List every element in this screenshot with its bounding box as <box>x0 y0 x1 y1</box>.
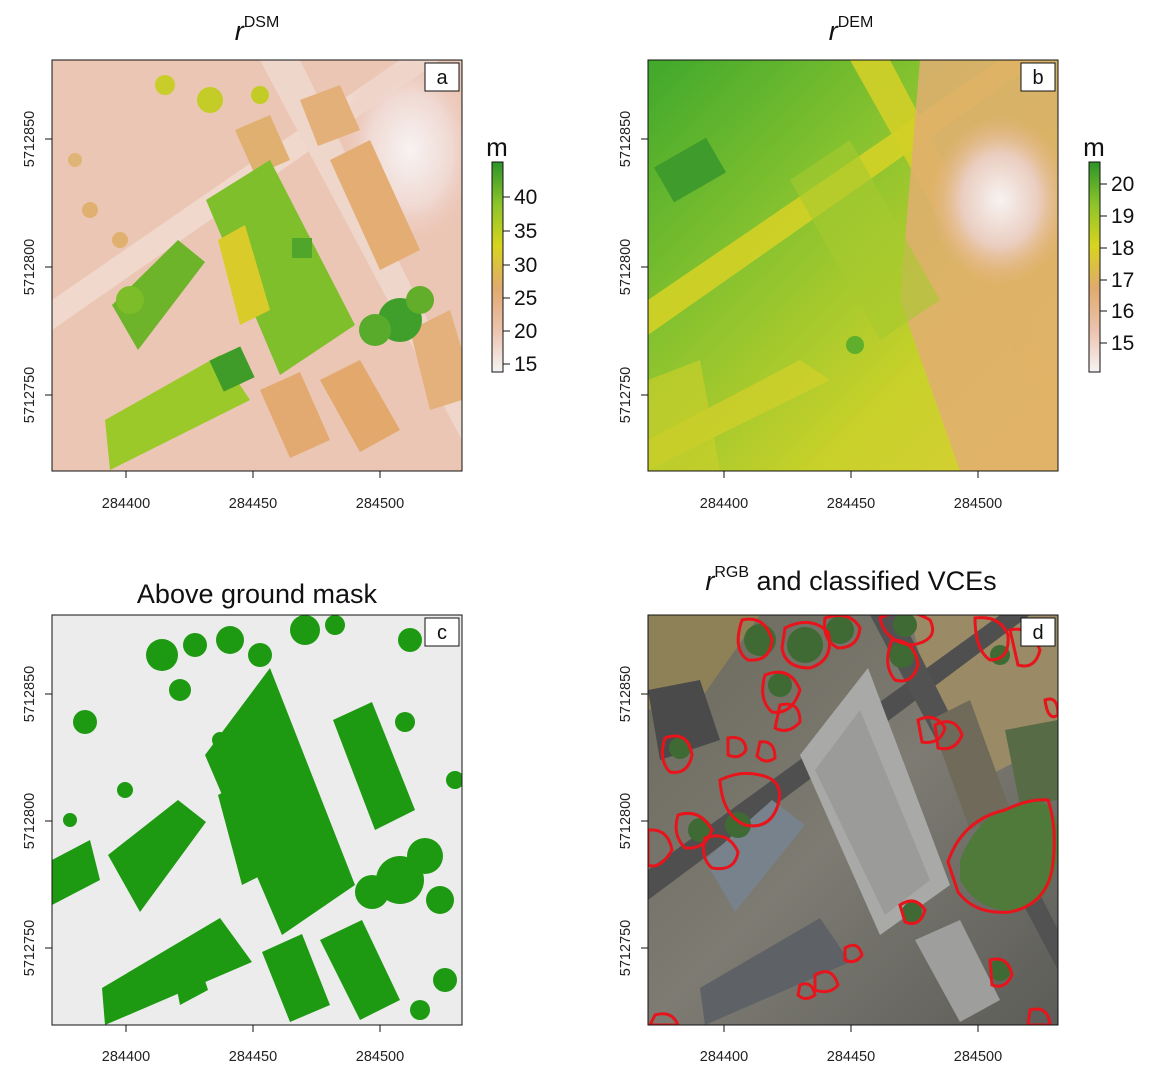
colorbar-tick: 40 <box>514 186 537 209</box>
y-tick-label: 5712750 <box>22 367 38 423</box>
colorbar-a: m 40 35 30 25 20 15 <box>486 132 537 376</box>
y-tick-label: 5712850 <box>22 111 38 167</box>
y-axis: 5712850 5712800 5712750 <box>618 666 648 976</box>
colorbar-tick: 19 <box>1111 205 1134 228</box>
panel-title: rRGB and classified VCEs <box>705 564 996 596</box>
colorbar-b: m 20 19 18 17 16 15 <box>1083 132 1134 372</box>
x-tick-label: 284450 <box>229 1049 277 1065</box>
x-tick-label: 284400 <box>102 496 150 512</box>
y-tick-label: 5712800 <box>22 239 38 295</box>
dem-raster <box>648 60 1070 471</box>
x-tick-label: 284500 <box>954 496 1002 512</box>
y-tick-label: 5712800 <box>618 793 634 849</box>
panel-c: c Above ground mask 284400 284450 284500… <box>22 579 464 1065</box>
mask-raster <box>52 615 464 1025</box>
colorbar-unit: m <box>486 132 508 162</box>
x-tick-label: 284500 <box>356 1049 404 1065</box>
y-axis: 5712850 5712800 5712750 <box>22 111 52 423</box>
colorbar-tick: 25 <box>514 287 537 310</box>
panel-title: rDEM <box>829 14 874 46</box>
y-tick-label: 5712800 <box>618 239 634 295</box>
dsm-raster <box>52 55 480 471</box>
x-tick-label: 284400 <box>700 496 748 512</box>
x-tick-label: 284400 <box>700 1049 748 1065</box>
panel-label: d <box>1032 622 1043 644</box>
panel-b: b rDEM 284400 284450 284500 5712850 5712… <box>618 14 1134 512</box>
x-axis: 284400 284450 284500 <box>102 471 404 512</box>
y-tick-label: 5712800 <box>22 793 38 849</box>
rgb-raster <box>648 613 1058 1025</box>
y-tick-label: 5712750 <box>618 920 634 976</box>
panel-label: c <box>437 622 447 644</box>
x-tick-label: 284500 <box>356 496 404 512</box>
y-tick-label: 5712850 <box>22 666 38 722</box>
panel-a: a rDSM 284400 284450 284500 5712850 5712… <box>22 14 537 512</box>
panel-label: b <box>1032 67 1043 89</box>
colorbar-tick: 15 <box>1111 332 1134 355</box>
panel-title: Above ground mask <box>137 579 378 609</box>
x-tick-label: 284450 <box>827 1049 875 1065</box>
x-tick-label: 284450 <box>229 496 277 512</box>
colorbar-tick: 20 <box>514 320 537 343</box>
x-tick-label: 284450 <box>827 496 875 512</box>
x-axis: 284400 284450 284500 <box>700 471 1002 512</box>
colorbar-tick: 16 <box>1111 300 1134 323</box>
panel-d: d rRGB and classified VCEs 284400 284450… <box>618 564 1058 1065</box>
y-tick-label: 5712750 <box>618 367 634 423</box>
colorbar-tick: 35 <box>514 220 537 243</box>
x-tick-label: 284500 <box>954 1049 1002 1065</box>
colorbar-unit: m <box>1083 132 1105 162</box>
colorbar-tick: 20 <box>1111 173 1134 196</box>
y-tick-label: 5712750 <box>22 920 38 976</box>
panel-title: rDSM <box>235 14 280 46</box>
colorbar-tick: 17 <box>1111 269 1134 292</box>
y-tick-label: 5712850 <box>618 666 634 722</box>
x-axis: 284400 284450 284500 <box>700 1025 1002 1065</box>
colorbar-tick: 18 <box>1111 237 1134 260</box>
x-tick-label: 284400 <box>102 1049 150 1065</box>
x-axis: 284400 284450 284500 <box>102 1025 404 1065</box>
colorbar-tick: 15 <box>514 353 537 376</box>
y-axis: 5712850 5712800 5712750 <box>22 666 52 976</box>
y-tick-label: 5712850 <box>618 111 634 167</box>
panel-label: a <box>436 67 448 89</box>
y-axis: 5712850 5712800 5712750 <box>618 111 648 423</box>
colorbar-tick: 30 <box>514 254 537 277</box>
